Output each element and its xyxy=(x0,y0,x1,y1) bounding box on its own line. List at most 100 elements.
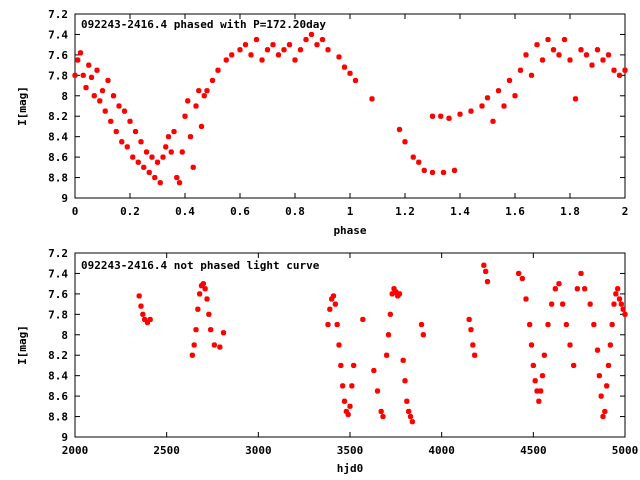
x-tick-label: 4000 xyxy=(428,444,455,457)
data-point xyxy=(242,41,249,48)
data-point xyxy=(501,103,507,109)
data-point xyxy=(113,128,119,135)
data-point xyxy=(613,291,619,297)
plot-frame xyxy=(74,252,626,438)
data-point xyxy=(482,268,489,275)
data-point xyxy=(418,321,425,328)
y-tick-label: 7.4 xyxy=(48,267,68,280)
data-point xyxy=(147,316,153,323)
data-point xyxy=(88,74,95,81)
data-point xyxy=(350,362,357,369)
data-point xyxy=(567,57,573,63)
data-point xyxy=(196,87,202,94)
data-point xyxy=(587,301,593,307)
data-point xyxy=(327,306,333,312)
data-point xyxy=(334,321,340,328)
data-point xyxy=(515,270,522,277)
data-point xyxy=(440,169,447,176)
data-point xyxy=(378,408,384,415)
data-point xyxy=(121,108,128,114)
x-tick-label: 0 xyxy=(72,205,79,218)
data-point xyxy=(410,154,416,160)
data-point xyxy=(341,398,348,404)
data-point xyxy=(102,108,108,114)
data-point xyxy=(336,342,342,348)
data-point xyxy=(545,321,551,328)
data-point xyxy=(559,301,566,307)
data-point xyxy=(195,306,201,312)
data-point xyxy=(303,36,309,43)
data-point xyxy=(343,408,350,415)
data-point xyxy=(336,54,342,60)
y-tick-label: 7.6 xyxy=(48,288,68,301)
data-point xyxy=(534,388,540,394)
data-point xyxy=(594,47,601,53)
y-tick-label: 7.2 xyxy=(48,8,68,21)
data-point xyxy=(136,293,142,299)
data-point xyxy=(556,280,562,287)
data-point xyxy=(385,332,392,338)
data-point xyxy=(215,67,221,73)
data-point xyxy=(105,77,111,84)
data-point xyxy=(207,326,214,333)
data-point xyxy=(389,291,395,297)
data-point xyxy=(616,296,623,302)
data-point xyxy=(594,347,601,353)
x-tick-label: 2 xyxy=(622,205,629,218)
data-point xyxy=(421,167,427,174)
data-point xyxy=(292,57,298,63)
data-point xyxy=(523,52,529,58)
data-point xyxy=(201,93,207,99)
data-point xyxy=(578,270,584,277)
data-point xyxy=(541,352,548,358)
data-point xyxy=(481,262,487,268)
data-point xyxy=(523,296,529,302)
data-point xyxy=(345,411,351,418)
data-point xyxy=(618,301,625,307)
y-tick-label: 9 xyxy=(61,431,68,444)
data-point xyxy=(138,303,144,309)
data-point xyxy=(369,96,375,102)
data-point xyxy=(603,383,610,389)
data-point xyxy=(132,128,139,135)
data-point xyxy=(124,144,130,150)
data-point xyxy=(402,378,408,384)
data-point xyxy=(609,321,615,328)
y-tick-label: 7.4 xyxy=(48,28,68,41)
data-point xyxy=(248,52,254,58)
data-point xyxy=(171,128,177,135)
data-point xyxy=(528,342,535,348)
data-point xyxy=(185,98,191,104)
data-point xyxy=(614,286,621,292)
data-point xyxy=(600,57,606,63)
data-point xyxy=(135,159,141,165)
data-point xyxy=(550,47,557,53)
y-tick-label: 8.4 xyxy=(48,370,68,383)
x-tick-label: 1.6 xyxy=(505,205,525,218)
y-axis-title: I[mag] xyxy=(16,86,29,126)
y-tick-label: 8.2 xyxy=(48,110,68,123)
data-point xyxy=(396,126,403,133)
data-point xyxy=(490,118,496,125)
data-point xyxy=(259,57,265,63)
data-point xyxy=(530,362,537,369)
data-point xyxy=(583,52,590,58)
data-point xyxy=(347,70,353,77)
data-point xyxy=(429,113,436,119)
data-point xyxy=(532,378,538,384)
x-tick-label: 5000 xyxy=(612,444,639,457)
plot-title: 092243-2416.4 not phased light curve xyxy=(81,259,320,272)
data-point xyxy=(539,372,546,379)
data-point xyxy=(526,321,533,328)
data-point xyxy=(116,103,122,109)
data-point xyxy=(534,41,540,48)
plot-frame xyxy=(74,13,626,199)
data-point xyxy=(622,311,628,318)
data-point xyxy=(83,84,89,91)
data-point xyxy=(506,77,513,84)
data-point xyxy=(149,154,155,160)
data-point xyxy=(528,72,535,79)
data-point xyxy=(548,301,555,307)
x-tick-label: 1.8 xyxy=(560,205,580,218)
